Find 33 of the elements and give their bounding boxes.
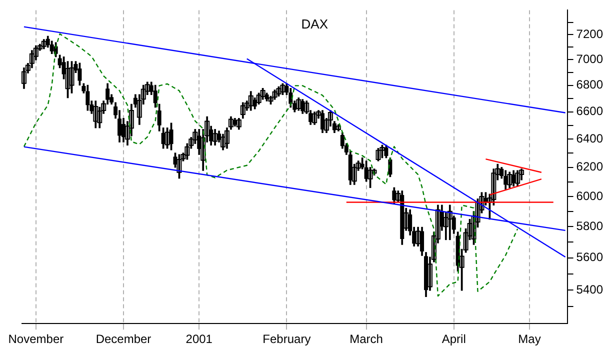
x-tick-label: December [96, 332, 152, 346]
x-tick-label: April [442, 332, 466, 346]
candlestick [224, 128, 230, 149]
x-tick-label: February [262, 332, 311, 346]
x-tick-label: May [518, 332, 541, 346]
y-tick-label: 6800 [576, 78, 604, 92]
candlestick [228, 116, 234, 130]
y-tick-label: 6000 [576, 188, 604, 203]
candlestick [296, 97, 302, 111]
candlestick [248, 91, 254, 111]
candlestick [236, 118, 242, 130]
y-tick-label: 6400 [576, 131, 604, 146]
candlestick [336, 124, 341, 132]
y-tick-label: 7200 [576, 26, 604, 41]
y-tick-label: 5800 [576, 218, 604, 233]
candlestick [312, 112, 318, 125]
x-tick-label: November [8, 332, 64, 346]
candlestick [93, 100, 98, 128]
candlestick [212, 129, 218, 146]
y-tick-label: 5400 [576, 282, 604, 296]
candlestick [447, 204, 452, 240]
y-tick-label: 7000 [576, 52, 604, 66]
candlestick [240, 102, 246, 119]
x-tick-label: 2001 [186, 332, 213, 346]
y-tick-label: 6600 [576, 104, 604, 118]
candlestick [41, 39, 46, 50]
candlestick [515, 170, 520, 187]
text: DAX [301, 16, 328, 32]
x-tick-label: March [350, 332, 383, 346]
candlestick [507, 172, 512, 188]
y-tick-label: 5600 [576, 250, 604, 264]
line-series [23, 33, 518, 297]
y-tick-label: 6200 [576, 160, 604, 174]
